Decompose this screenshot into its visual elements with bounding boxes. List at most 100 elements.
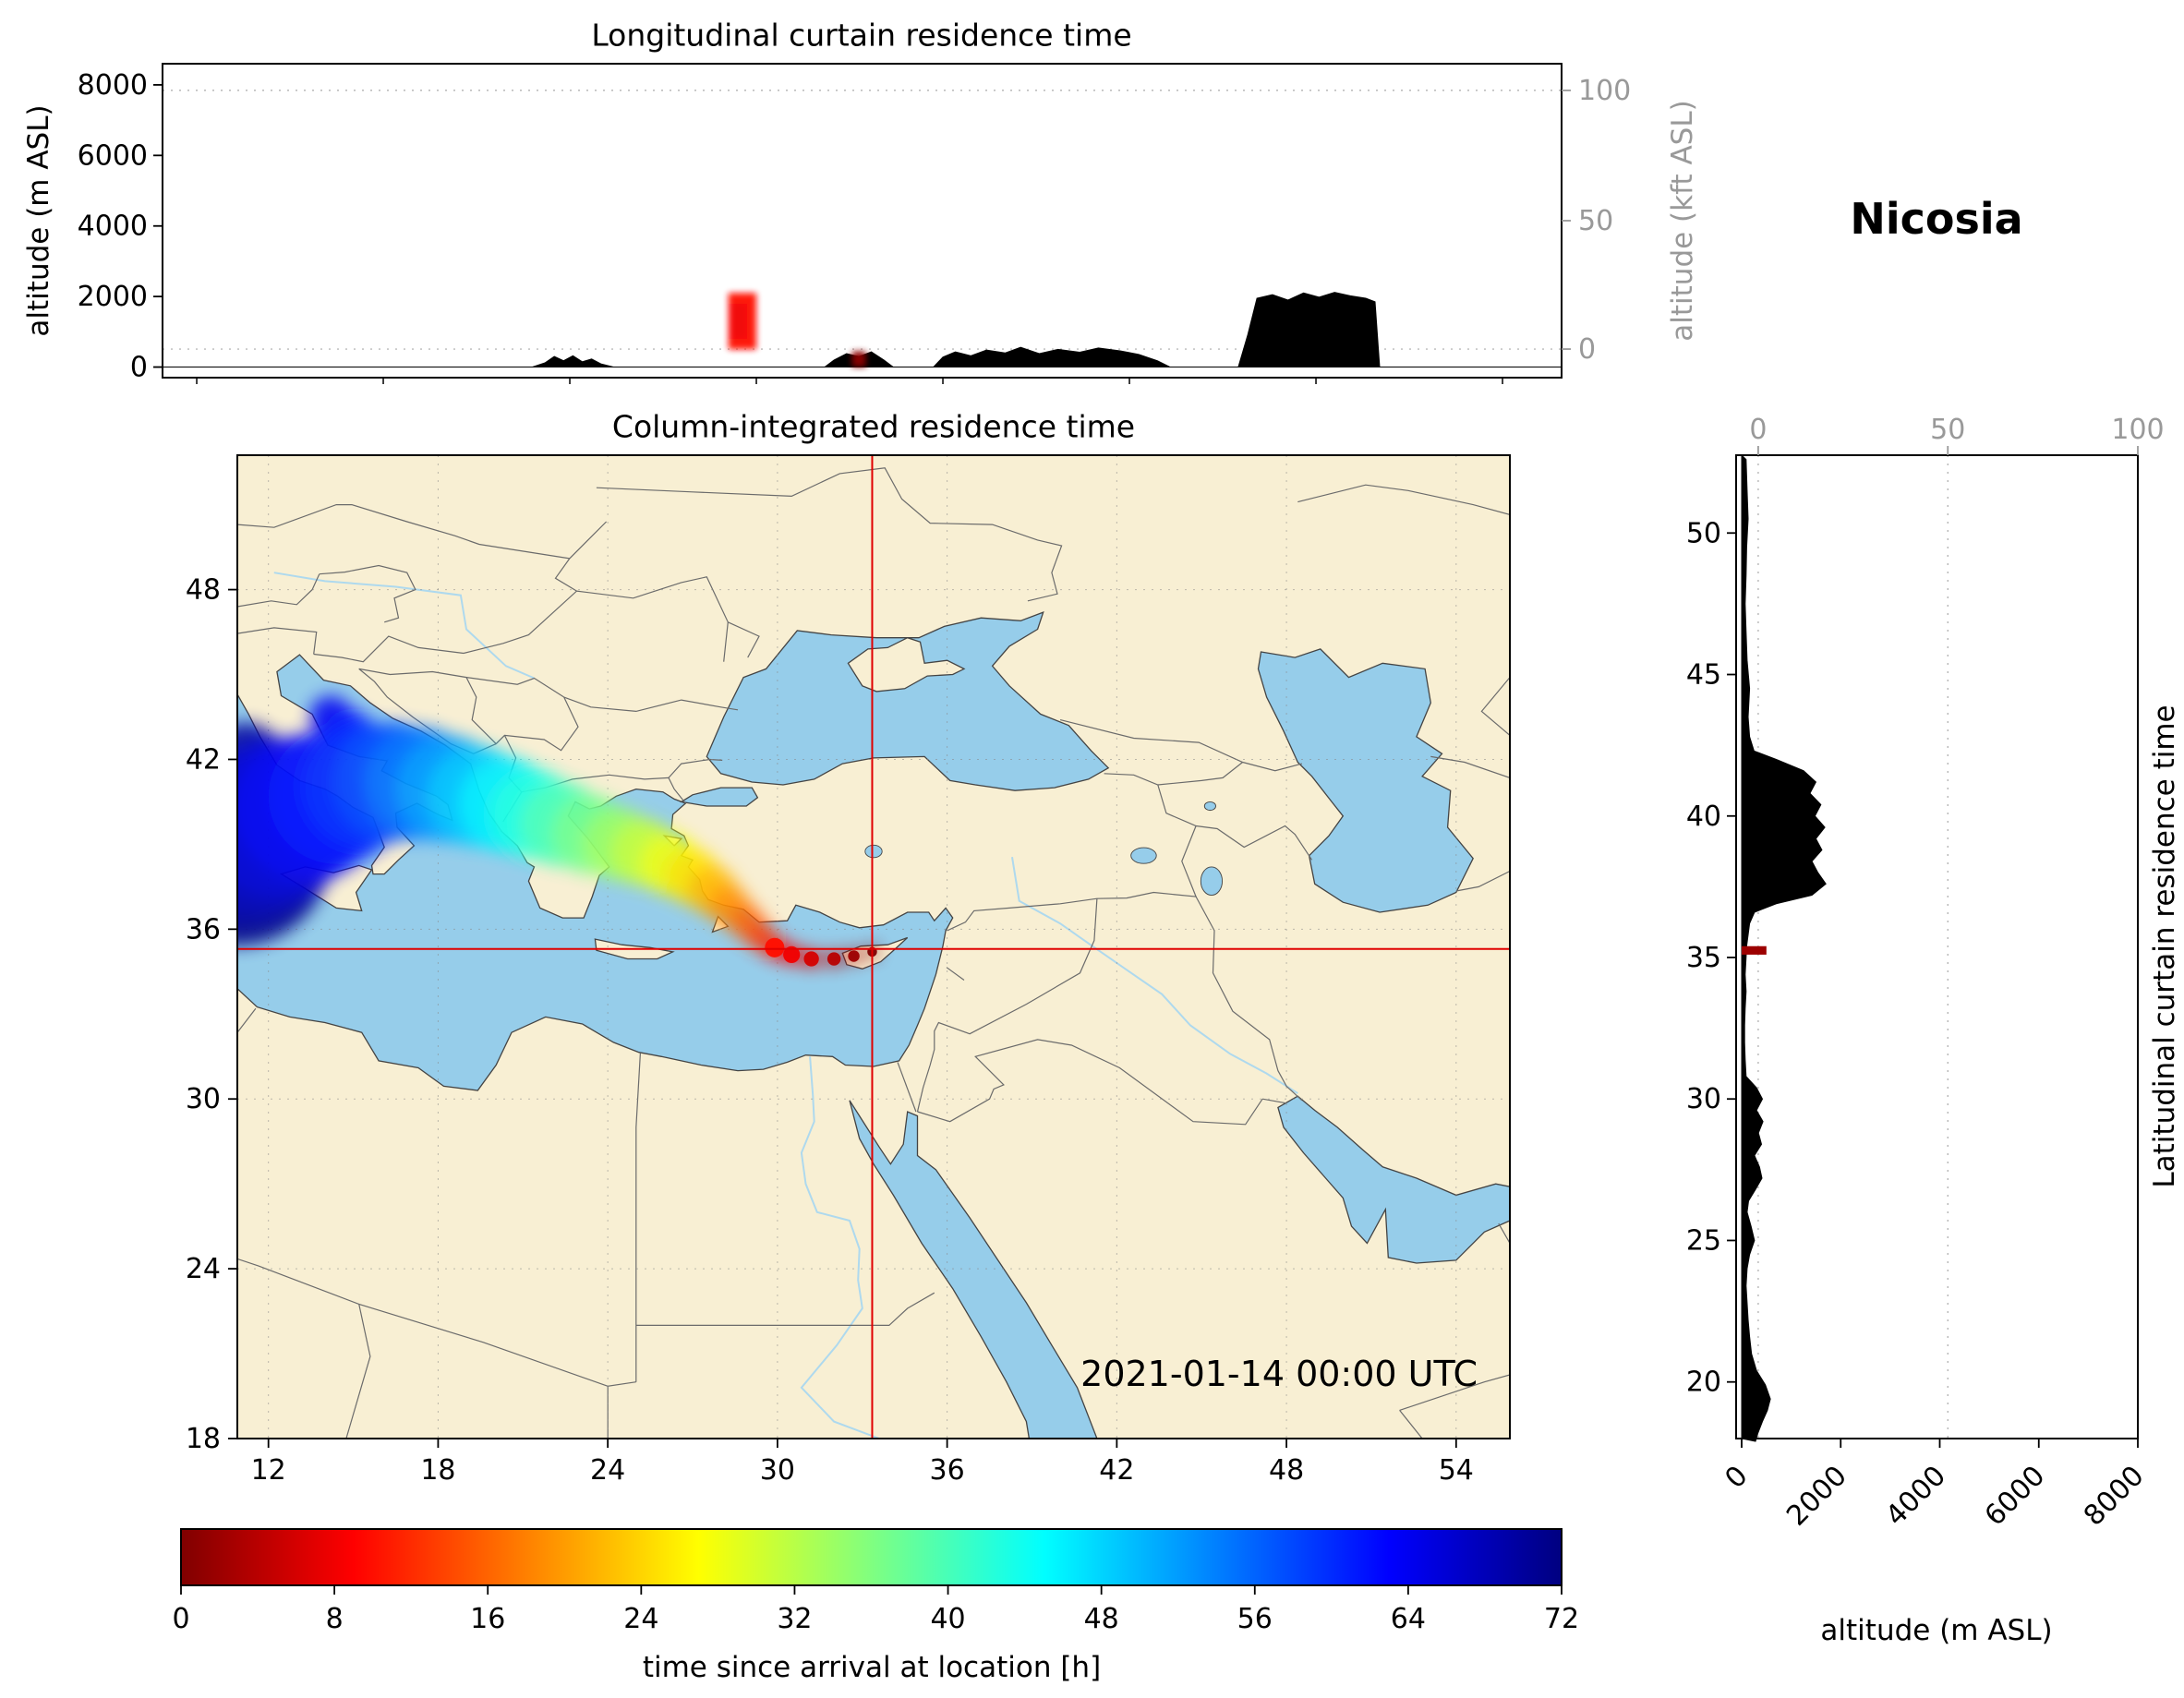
country-border [345,1304,371,1439]
svg-text:30: 30 [186,1083,221,1115]
curtain-plume-cells [728,293,866,367]
colorbar: 0 8 16 24 32 40 48 56 64 72 [172,1528,1579,1635]
terrain-profile-longitude [163,292,1562,367]
country-border [463,576,729,662]
country-border [596,467,1063,602]
svg-text:20: 20 [1686,1367,1721,1399]
svg-text:8000: 8000 [2078,1460,2151,1533]
svg-text:2000: 2000 [78,281,148,313]
map-content [237,455,1510,1439]
svg-text:0: 0 [1719,1460,1754,1495]
svg-text:24: 24 [590,1454,625,1487]
svg-text:4000: 4000 [1879,1460,1952,1533]
svg-text:50: 50 [1930,414,1965,446]
svg-text:0: 0 [172,1603,189,1635]
longitudinal-curtain-panel: 0 2000 4000 6000 8000 0 50 100 [78,63,1631,384]
svg-text:24: 24 [623,1603,658,1635]
timestamp-label: 2021-01-14 00:00 UTC [1080,1354,1478,1394]
country-border [237,627,318,655]
river [800,1056,880,1439]
top-panel-ylabel-left: altitude (m ASL) [22,104,55,337]
map-title: Column-integrated residence time [611,408,1136,445]
country-border [946,967,965,981]
country-border [897,1062,917,1113]
svg-text:42: 42 [1099,1454,1134,1487]
svg-text:50: 50 [1686,517,1721,549]
latitudinal-curtain-panel: 20 25 30 35 40 45 50 0 2000 4000 6000 8000 0 50 100 [1686,414,2165,1533]
svg-text:36: 36 [930,1454,965,1487]
svg-text:25: 25 [1686,1224,1721,1257]
svg-text:32: 32 [777,1603,812,1635]
top-panel-ylabel-right: altitude (kft ASL) [1666,100,1699,342]
svg-text:50: 50 [1578,205,1613,237]
svg-text:64: 64 [1391,1603,1426,1635]
svg-text:40: 40 [930,1603,965,1635]
svg-text:6000: 6000 [1979,1460,2052,1533]
svg-text:100: 100 [1578,75,1631,107]
curtain-plume-cell [1742,945,1767,955]
colorbar-gradient [181,1529,1562,1585]
svg-text:72: 72 [1544,1603,1579,1635]
right-panel-xlabel: altitude (m ASL) [1820,1614,2053,1647]
country-border [728,621,760,658]
country-border [917,1039,1263,1126]
svg-text:42: 42 [186,743,221,776]
water-body [849,1100,1098,1439]
svg-text:8000: 8000 [78,69,148,102]
country-border [916,898,1098,1113]
island [847,636,966,692]
svg-text:56: 56 [1237,1603,1273,1635]
country-border [635,1292,935,1327]
svg-text:18: 18 [186,1423,221,1455]
terrain-profile-latitude [1741,453,1827,1442]
country-border [319,564,416,623]
country-border [1480,677,1510,736]
country-border [313,635,465,663]
svg-text:0: 0 [1749,414,1767,446]
svg-text:30: 30 [760,1454,795,1487]
station-name: Nicosia [1850,194,2023,244]
svg-text:18: 18 [420,1454,455,1487]
country-border [237,503,570,560]
river [273,572,535,680]
country-border [1455,870,1510,892]
country-border [465,677,565,698]
lake [1130,847,1157,864]
lake [1203,801,1216,812]
river [1011,857,1298,1094]
svg-text:48: 48 [1084,1603,1119,1635]
svg-text:30: 30 [1686,1083,1721,1115]
svg-text:16: 16 [470,1603,505,1635]
water-body [706,611,1110,791]
svg-text:12: 12 [251,1454,286,1487]
svg-text:0: 0 [130,352,148,384]
colorbar-label: time since arrival at location [h] [642,1651,1102,1684]
country-border [237,573,320,608]
country-border [1399,1374,1510,1411]
svg-text:48: 48 [1269,1454,1304,1487]
top-panel-title: Longitudinal curtain residence time [591,17,1132,54]
country-border [1157,784,1313,861]
svg-text:35: 35 [1686,942,1721,974]
country-border [1399,1410,1423,1439]
water-body [1257,648,1474,913]
lake [864,844,883,859]
right-panel-side-label: Latitudinal curtain residence time [2148,704,2181,1188]
country-border [1059,719,1303,772]
water-body [679,787,759,807]
svg-text:48: 48 [186,574,221,607]
svg-text:6000: 6000 [78,139,148,172]
svg-text:45: 45 [1686,659,1721,692]
country-border [1498,1222,1510,1244]
svg-text:8: 8 [326,1603,344,1635]
water-body [1277,1095,1510,1264]
svg-text:0: 0 [1578,333,1596,366]
country-border [563,696,739,713]
country-border [1430,755,1510,778]
svg-text:40: 40 [1686,801,1721,833]
country-border [668,758,723,778]
country-border [554,521,608,592]
country-border [1104,762,1243,786]
